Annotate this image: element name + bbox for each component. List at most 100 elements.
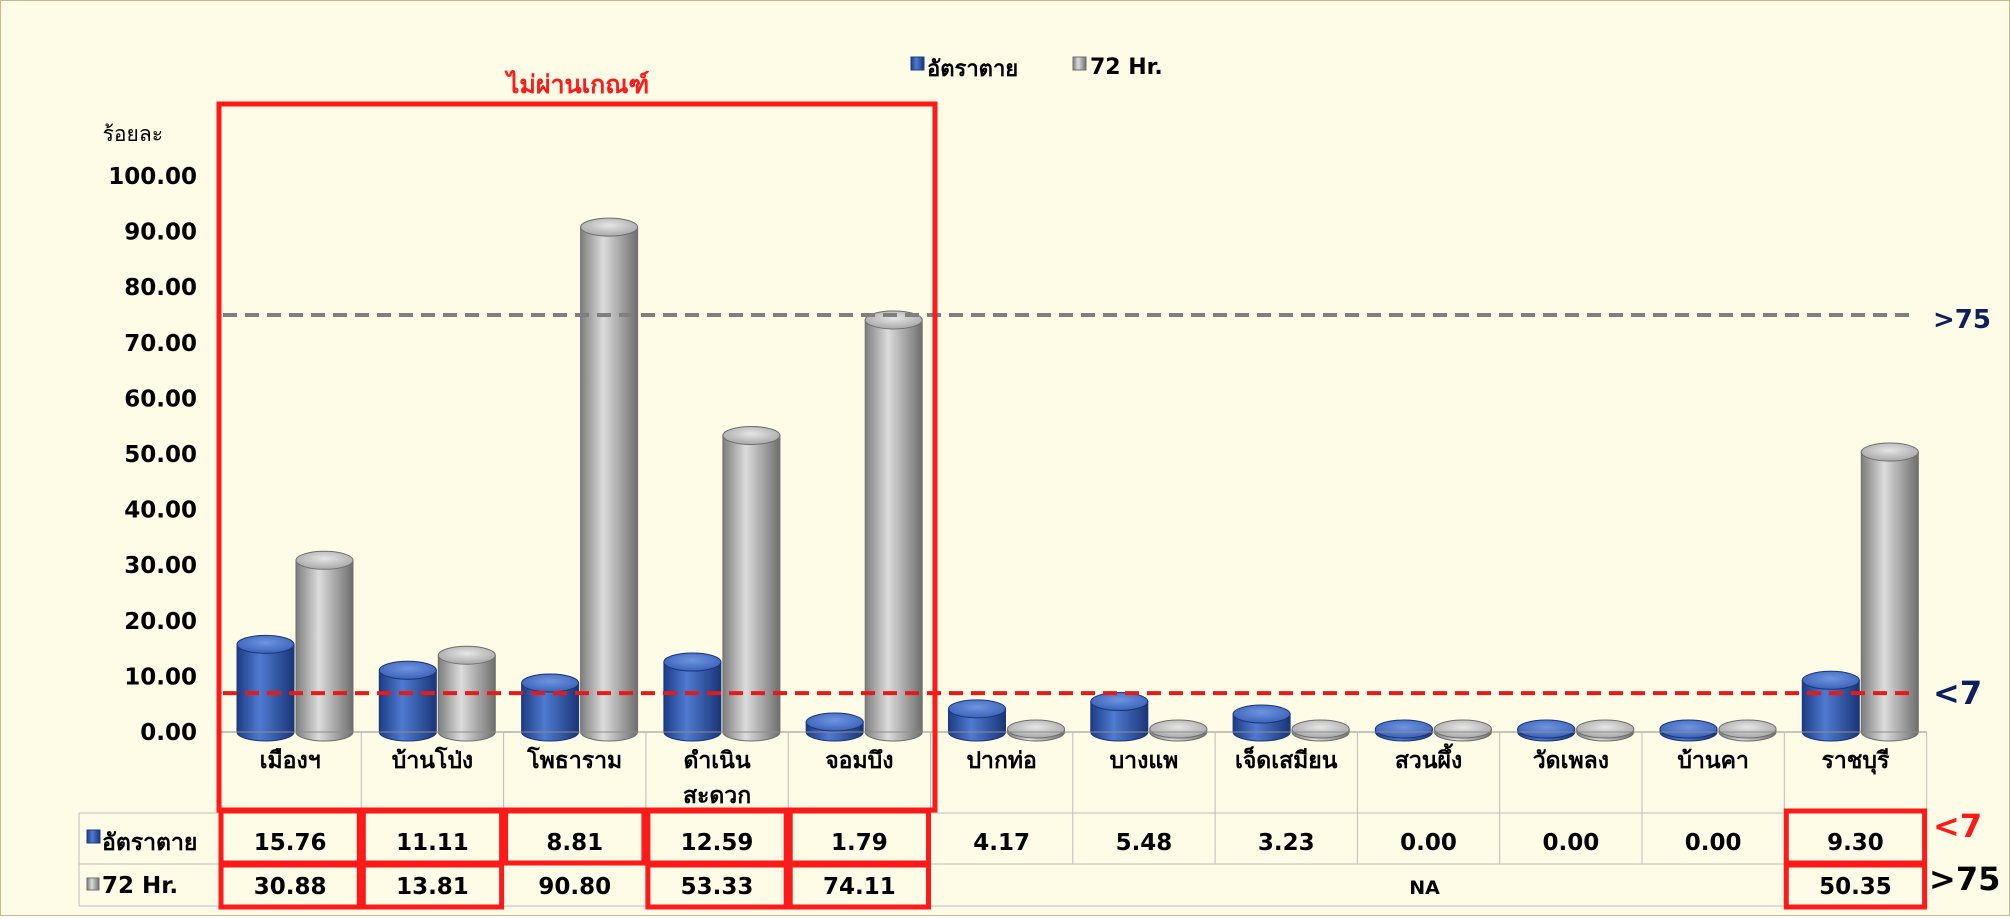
bar-rate-top <box>663 652 722 672</box>
bar-72hr-body <box>722 434 781 742</box>
bar-rate-top <box>1374 719 1433 739</box>
bar-rate-top <box>805 712 864 732</box>
highlight-boxes: ไม่ผ่านเกณฑ์ <7 >75 <box>216 69 2000 910</box>
bar-rate-top <box>1232 704 1291 724</box>
bar-72hr <box>1007 719 1065 742</box>
table-cell: 0.00 <box>1542 830 1599 856</box>
bar-72hr <box>1291 719 1350 742</box>
bar-72hr-top <box>1576 719 1635 739</box>
legend-swatch-72hr <box>1072 56 1087 71</box>
bar-rate <box>805 712 864 742</box>
bar-72hr-top <box>295 550 354 570</box>
bar-rate-top <box>1090 692 1149 712</box>
bar-rate-body <box>1090 701 1149 742</box>
bar-rate <box>1801 670 1860 742</box>
y-tick-label: 100.00 <box>108 164 197 190</box>
y-tick-label: 30.00 <box>124 553 197 579</box>
bar-72hr-top <box>1291 719 1350 739</box>
table-cell: 12.59 <box>681 830 754 856</box>
table-cell: 0.00 <box>1400 830 1457 856</box>
fail-criteria-label: ไม่ผ่านเกณฑ์ <box>504 69 649 99</box>
bar-72hr-top <box>1149 719 1208 739</box>
y-tick-label: 10.00 <box>124 664 197 690</box>
table-cell: 13.81 <box>396 874 469 900</box>
y-axis-label: ร้อยละ <box>103 122 163 146</box>
bar-rate <box>948 699 1006 742</box>
bar-rate <box>663 652 722 742</box>
y-axis: ร้อยละ 0.00 10.00 20.00 30.00 40.00 50.00 60.0… <box>103 122 197 746</box>
y-tick-label: 0.00 <box>140 720 197 746</box>
bar-72hr-top <box>1433 719 1492 739</box>
bar-72hr-top <box>437 645 496 665</box>
bar-72hr-body <box>437 654 496 742</box>
bar-rate-top <box>378 660 437 680</box>
y-tick-label: 70.00 <box>124 331 197 357</box>
bars <box>236 217 1919 742</box>
bar-72hr-body <box>580 226 639 742</box>
bar-rate <box>521 673 580 742</box>
table-cell: 30.88 <box>254 874 327 900</box>
bar-72hr <box>1149 719 1208 742</box>
reference-lines: >75 <7 <box>223 305 1991 712</box>
bar-72hr <box>437 645 496 742</box>
table-cell: 8.81 <box>546 830 603 856</box>
table-row-label-72hr: 72 Hr. <box>102 873 178 899</box>
table-cell: 5.48 <box>1116 830 1173 856</box>
table-cell: 53.33 <box>681 874 754 900</box>
legend: อัตราตาย 72 Hr. <box>910 55 1163 82</box>
bar-72hr-body <box>864 319 923 742</box>
table-cell: 4.17 <box>973 830 1030 856</box>
x-tick-label: บางแพ <box>1110 748 1179 774</box>
y-tick-label: 90.00 <box>124 220 197 246</box>
table-cell: 90.80 <box>538 874 611 900</box>
table-marker-72hr: >75 <box>1929 860 2000 898</box>
bar-rate-body <box>378 669 437 742</box>
y-tick-label: 60.00 <box>124 386 197 412</box>
bar-72hr <box>1433 719 1492 742</box>
table-swatch-72hr <box>86 877 100 891</box>
highlight-cell-rate <box>503 808 647 866</box>
table-cell: 74.11 <box>823 874 896 900</box>
x-tick-label: บ้านโป่ง <box>392 746 473 774</box>
table-swatch-rate <box>86 829 101 844</box>
bar-rate-top <box>1517 719 1576 739</box>
x-tick-label: เจ็ดเสมียน <box>1235 745 1338 774</box>
legend-label-rate: อัตราตาย <box>927 57 1018 82</box>
bar-rate <box>1090 692 1149 742</box>
bar-72hr <box>580 217 639 742</box>
y-tick-label: 20.00 <box>124 609 197 635</box>
bar-rate-top <box>948 699 1006 719</box>
x-tick-label: จอมบึง <box>825 748 893 774</box>
legend-swatch-rate <box>910 56 925 71</box>
bar-rate <box>1374 719 1433 742</box>
bar-rate <box>236 634 295 742</box>
legend-label-72hr: 72 Hr. <box>1090 55 1163 80</box>
table-cell: 15.76 <box>254 830 327 856</box>
bar-72hr-top <box>1007 719 1065 739</box>
highlight-cell-72hr <box>787 862 932 910</box>
highlight-cell-72hr <box>1783 862 1928 910</box>
table-cell: 1.79 <box>831 830 888 856</box>
bar-72hr-top <box>1718 719 1777 739</box>
table-cell: 50.35 <box>1819 874 1892 900</box>
bar-72hr-top <box>722 425 781 445</box>
bar-rate-top <box>236 634 295 654</box>
bar-rate-body <box>236 643 295 742</box>
bar-rate-top <box>521 673 580 693</box>
y-tick-label: 40.00 <box>124 498 197 524</box>
x-tick-label: ราชบุรี <box>1822 748 1890 775</box>
bar-rate-body <box>1801 679 1860 742</box>
bar-72hr-body <box>1860 451 1919 742</box>
x-tick-label: เมืองฯ <box>260 748 321 774</box>
highlight-cell-72hr <box>645 862 789 910</box>
table-cell-na: NA <box>1409 877 1440 899</box>
bar-72hr <box>1860 442 1919 742</box>
reference-line-label: >75 <box>1933 305 1991 335</box>
table-cell: 0.00 <box>1685 830 1742 856</box>
bar-rate-top <box>1801 670 1860 690</box>
bar-72hr <box>1576 719 1635 742</box>
highlight-cell-72hr <box>360 862 505 910</box>
x-tick-label: วัดเพลง <box>1533 748 1609 774</box>
table-cell: 11.11 <box>396 830 469 856</box>
